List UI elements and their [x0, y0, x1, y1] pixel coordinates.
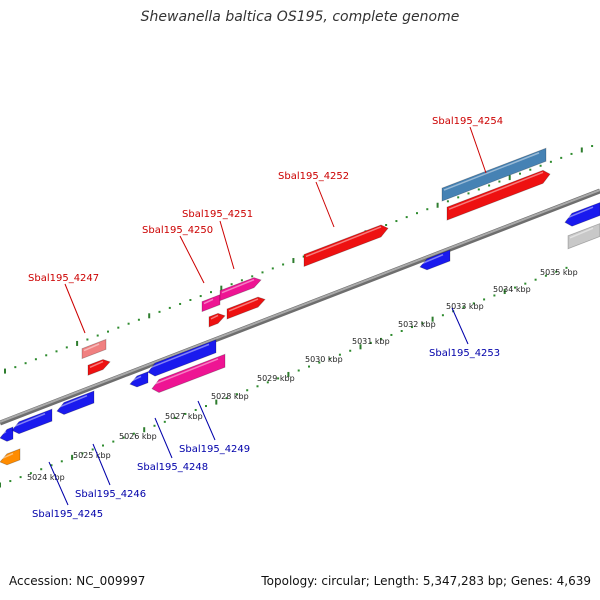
gene-label-forward: Sbal195_4250	[142, 225, 213, 236]
gene-callouts: Sbal195_4247 Sbal195_4250 Sbal195_4251 Sbal…	[28, 116, 503, 520]
kbp-label: 5035 kbp	[540, 268, 578, 277]
gene-bar-blue-shine	[13, 413, 46, 428]
gene-features	[0, 147, 600, 466]
gene-bar-blue-shine	[131, 375, 142, 382]
gene-label-forward: Sbal195_4247	[28, 273, 99, 284]
gene-bar-blue	[129, 371, 149, 388]
gene-bar-steelblue-shine	[443, 152, 540, 191]
gene-label-forward: Sbal195_4251	[182, 209, 253, 220]
gene-bar-pink-light	[81, 338, 107, 360]
gene-label-reverse: Sbal195_4245	[32, 509, 103, 520]
gene-bar-grey-shine	[569, 227, 594, 239]
gene-bar-red-shine	[210, 314, 219, 320]
gene-bar-red	[446, 169, 551, 221]
gene-label-reverse: Sbal195_4249	[179, 444, 250, 455]
gene-bar-red	[226, 296, 266, 320]
callout-leader	[92, 443, 111, 486]
gene-bar-red-shine	[305, 226, 382, 258]
kbp-label: 5029 kbp	[257, 374, 295, 383]
gene-bar-orange	[0, 448, 21, 466]
map-title: Shewanella baltica OS195, complete genom…	[140, 9, 460, 25]
kbp-label: 5032 kbp	[398, 320, 436, 329]
gene-label-reverse: Sbal195_4248	[137, 462, 208, 473]
gene-label-reverse: Sbal195_4246	[75, 489, 146, 500]
gene-bar-blue	[0, 426, 14, 442]
gene-label-forward: Sbal195_4252	[278, 171, 349, 182]
kbp-label: 5024 kbp	[27, 473, 65, 482]
callout-leader	[48, 461, 69, 506]
gene-bar-orange-shine	[1, 452, 14, 460]
gene-bar-blue	[56, 390, 95, 415]
callout-leader	[179, 235, 205, 284]
gene-bar-blue-shine	[566, 206, 594, 219]
kbp-label: 5033 kbp	[446, 302, 484, 311]
kbp-label: 5030 kbp	[305, 355, 343, 364]
gene-bar-blue	[419, 249, 451, 271]
gene-bar-red-shine	[228, 298, 259, 312]
callout-leader	[154, 417, 173, 459]
callout-leader	[315, 181, 335, 228]
kbp-labels: 5024 kbp 5025 kbp 5026 kbp 5027 kbp 5028 kbp…	[27, 268, 578, 482]
gene-bar-blue	[564, 202, 600, 227]
gene-bar-red-shine	[448, 171, 544, 210]
gene-bar-magenta-shine	[203, 298, 214, 305]
kbp-label: 5031 kbp	[352, 337, 390, 346]
gene-bar-pink-light-shine	[83, 343, 100, 352]
gene-bar-red	[208, 313, 226, 328]
callout-leader	[219, 220, 235, 270]
gene-label-forward: Sbal195_4254	[432, 116, 503, 127]
gene-bar-blue	[11, 408, 53, 435]
gene-bar-magenta-shine	[153, 358, 219, 385]
kbp-label: 5027 kbp	[165, 412, 203, 421]
kbp-label: 5028 kbp	[211, 392, 249, 401]
gene-bar-steelblue	[441, 147, 547, 202]
gene-bar-blue-shine	[1, 431, 7, 435]
gene-bar-red-shine	[89, 360, 104, 368]
callout-leader	[451, 307, 469, 345]
callout-leader	[197, 400, 216, 441]
gene-bar-red	[303, 224, 389, 268]
callout-leader	[469, 126, 487, 174]
kbp-label: 5026 kbp	[119, 432, 157, 441]
gene-bar-magenta	[219, 277, 262, 302]
accession-text: Accession: NC_009997	[9, 574, 146, 588]
gene-bar-magenta	[201, 294, 221, 313]
gene-bar-blue-shine	[58, 394, 88, 408]
gene-bar-red	[87, 359, 111, 376]
kbp-label: 5025 kbp	[73, 451, 111, 460]
gene-label-reverse: Sbal195_4253	[429, 348, 500, 359]
gene-bar-grey	[567, 223, 600, 250]
kbp-label: 5034 kbp	[493, 285, 531, 294]
gene-bar-blue-shine	[149, 343, 210, 369]
gene-bar-magenta	[151, 353, 226, 393]
backbone-highlight	[0, 189, 600, 423]
backbone-group	[0, 188, 600, 426]
gene-bar-blue-shine	[421, 253, 444, 265]
genome-summary-text: Topology: circular; Length: 5,347,283 bp…	[261, 574, 591, 588]
gene-bar-blue	[147, 339, 217, 377]
gene-bar-magenta-shine	[221, 278, 255, 294]
callout-leader	[64, 283, 86, 334]
